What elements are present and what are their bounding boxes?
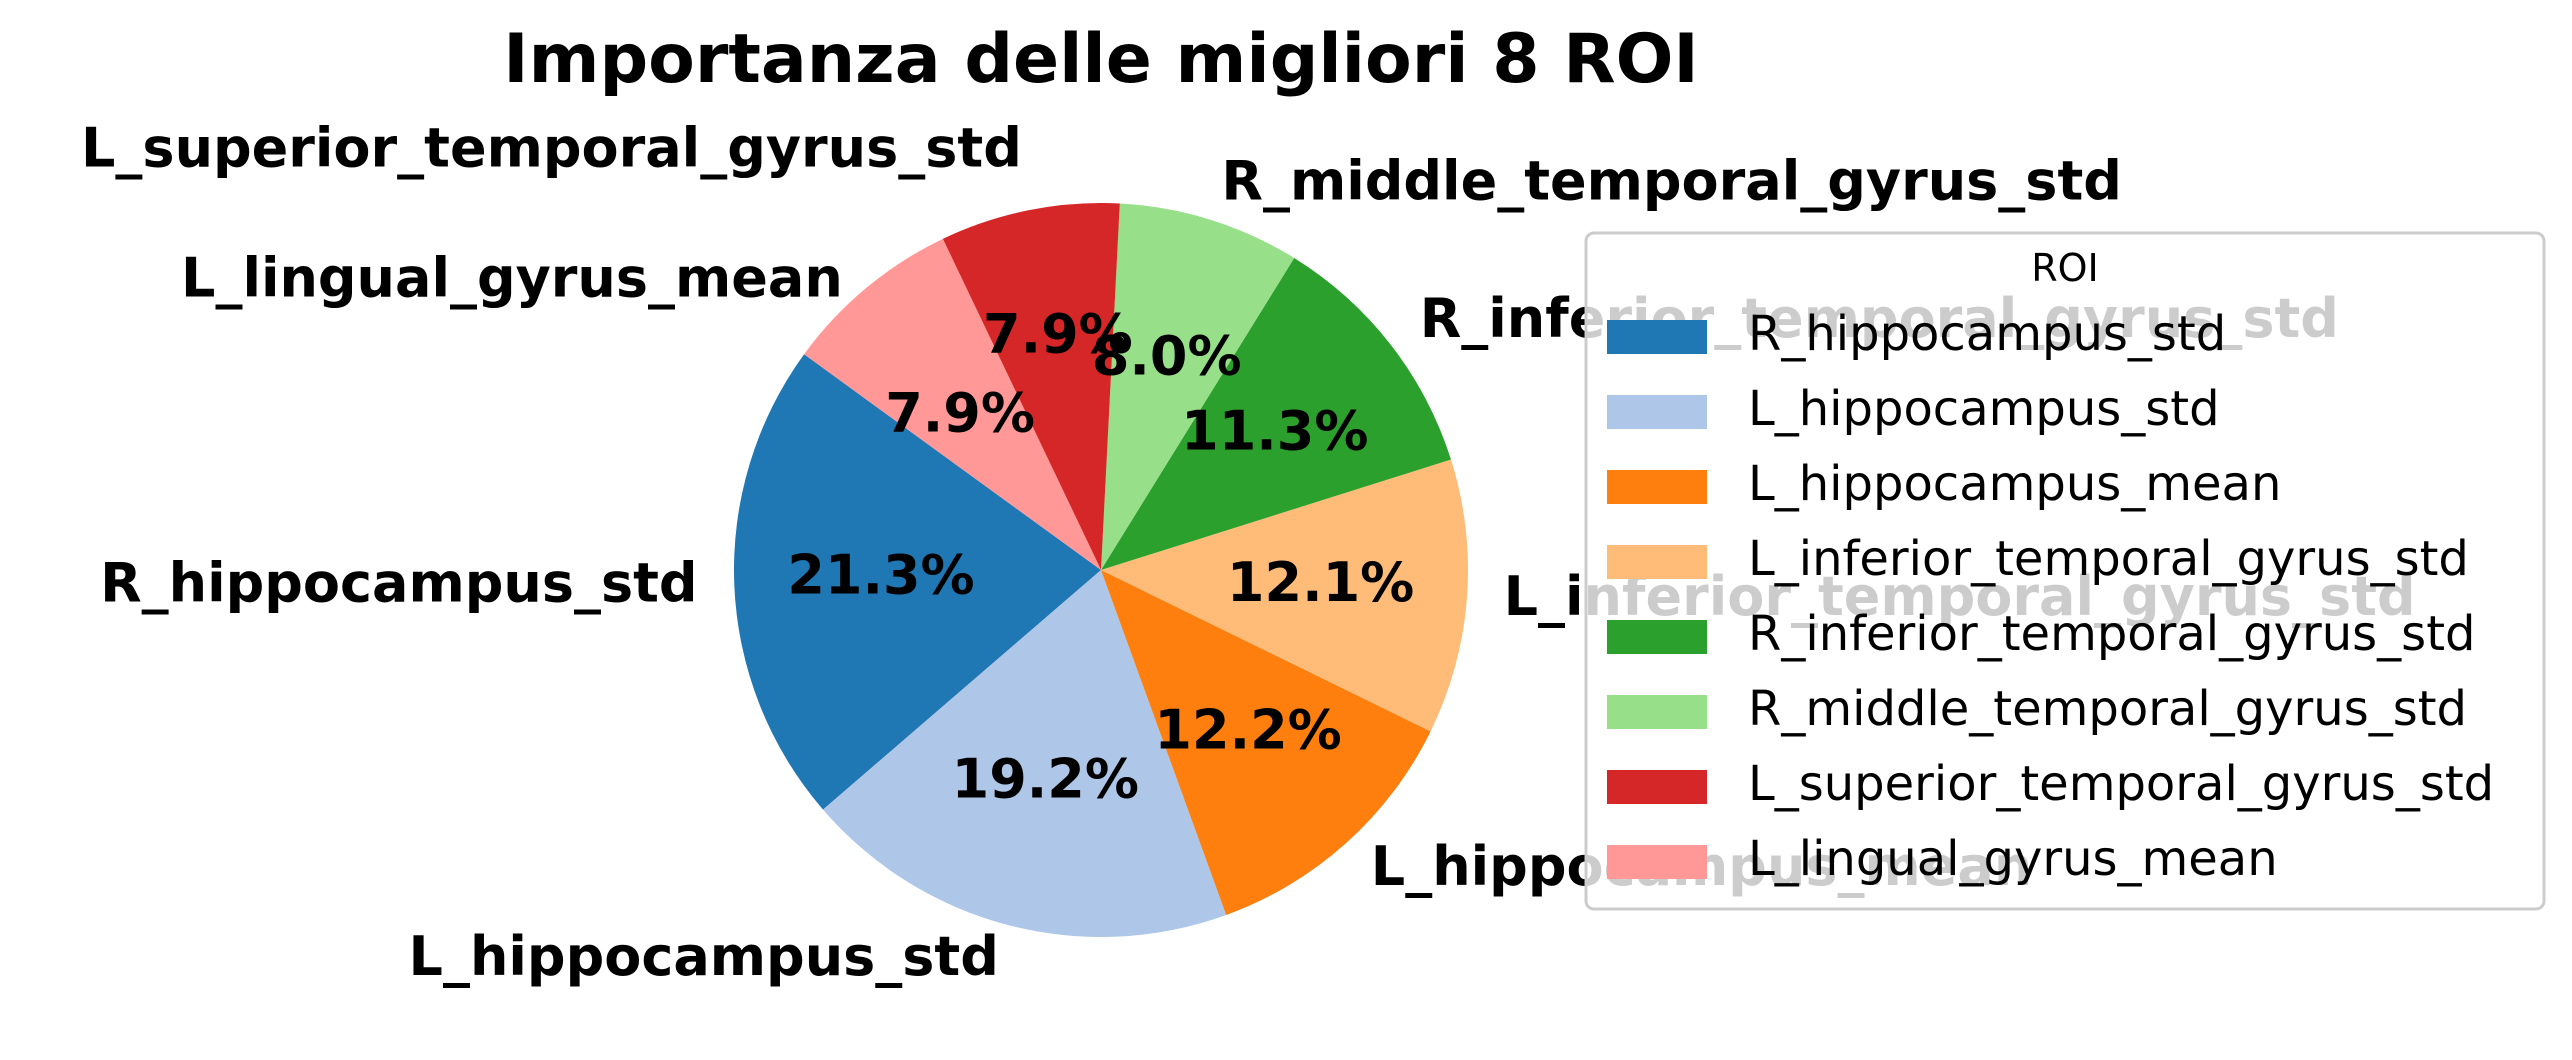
pie-slice-r-hippocampus-std xyxy=(733,354,1101,810)
pie-slice-r-middle-temporal-gyrus-std xyxy=(1101,203,1295,571)
slice-label-r-middle-temporal-gyrus-std: R_middle_temporal_gyrus_std xyxy=(1221,149,2122,212)
legend-swatch-l-lingual-gyrus-mean xyxy=(1607,845,1707,879)
percent-label-l-hippocampus-std: 19.2% xyxy=(952,748,1139,811)
percent-labels: 21.3%19.2%12.2%12.1%11.3%8.0%7.9%7.9% xyxy=(787,303,1414,811)
slice-label-l-hippocampus-std: L_hippocampus_std xyxy=(409,925,999,988)
legend-swatch-l-inferior-temporal-gyrus-std xyxy=(1607,545,1707,579)
legend-swatch-l-hippocampus-mean xyxy=(1607,470,1707,504)
legend-label-l-hippocampus-std: L_hippocampus_std xyxy=(1748,381,2220,437)
slice-label-l-superior-temporal-gyrus-std: L_superior_temporal_gyrus_std xyxy=(81,117,1022,180)
pie-slices xyxy=(733,202,1468,938)
legend-items: R_hippocampus_std L_hippocampus_std L_hipp… xyxy=(1607,306,2494,887)
pie-slice-l-superior-temporal-gyrus-std xyxy=(942,202,1120,570)
legend-swatch-l-superior-temporal-gyrus-std xyxy=(1607,770,1707,804)
legend-label-l-superior-temporal-gyrus-std: L_superior_temporal_gyrus_std xyxy=(1748,756,2494,812)
percent-label-l-lingual-gyrus-mean: 7.9% xyxy=(885,381,1035,444)
legend: ROI R_hippocampus_std L_hippocampus_std L_… xyxy=(1584,231,2546,911)
legend-label-r-inferior-temporal-gyrus-std: R_inferior_temporal_gyrus_std xyxy=(1748,606,2475,662)
legend-label-l-hippocampus-mean: L_hippocampus_mean xyxy=(1748,456,2281,512)
legend-label-r-middle-temporal-gyrus-std: R_middle_temporal_gyrus_std xyxy=(1748,681,2467,737)
legend-label-l-inferior-temporal-gyrus-std: L_inferior_temporal_gyrus_std xyxy=(1748,531,2469,587)
legend-title: ROI xyxy=(2031,246,2099,290)
legend-swatch-r-middle-temporal-gyrus-std xyxy=(1607,695,1707,729)
slice-label-r-hippocampus-std: R_hippocampus_std xyxy=(100,551,698,614)
percent-label-l-inferior-temporal-gyrus-std: 12.1% xyxy=(1227,551,1414,614)
legend-label-l-lingual-gyrus-mean: L_lingual_gyrus_mean xyxy=(1748,831,2278,887)
legend-swatch-r-inferior-temporal-gyrus-std xyxy=(1607,620,1707,654)
legend-swatch-r-hippocampus-std xyxy=(1607,320,1707,354)
percent-label-r-inferior-temporal-gyrus-std: 11.3% xyxy=(1181,399,1368,462)
legend-label-r-hippocampus-std: R_hippocampus_std xyxy=(1748,306,2226,362)
percent-label-l-superior-temporal-gyrus-std: 7.9% xyxy=(983,303,1133,366)
chart-title: Importanza delle migliori 8 ROI xyxy=(503,20,1698,99)
slice-label-l-lingual-gyrus-mean: L_lingual_gyrus_mean xyxy=(181,246,843,309)
percent-label-r-hippocampus-std: 21.3% xyxy=(787,544,974,607)
legend-frame xyxy=(1584,231,2546,911)
pie-slice-l-hippocampus-std xyxy=(823,570,1227,938)
pie-slice-l-inferior-temporal-gyrus-std xyxy=(1101,459,1468,732)
pie-slice-l-lingual-gyrus-mean xyxy=(804,238,1101,570)
pie-slice-l-hippocampus-mean xyxy=(1101,570,1431,915)
percent-label-r-middle-temporal-gyrus-std: 8.0% xyxy=(1092,324,1242,387)
legend-swatch-l-hippocampus-std xyxy=(1607,395,1707,429)
pie-slice-r-inferior-temporal-gyrus-std xyxy=(1101,257,1451,570)
percent-label-l-hippocampus-mean: 12.2% xyxy=(1154,698,1341,761)
